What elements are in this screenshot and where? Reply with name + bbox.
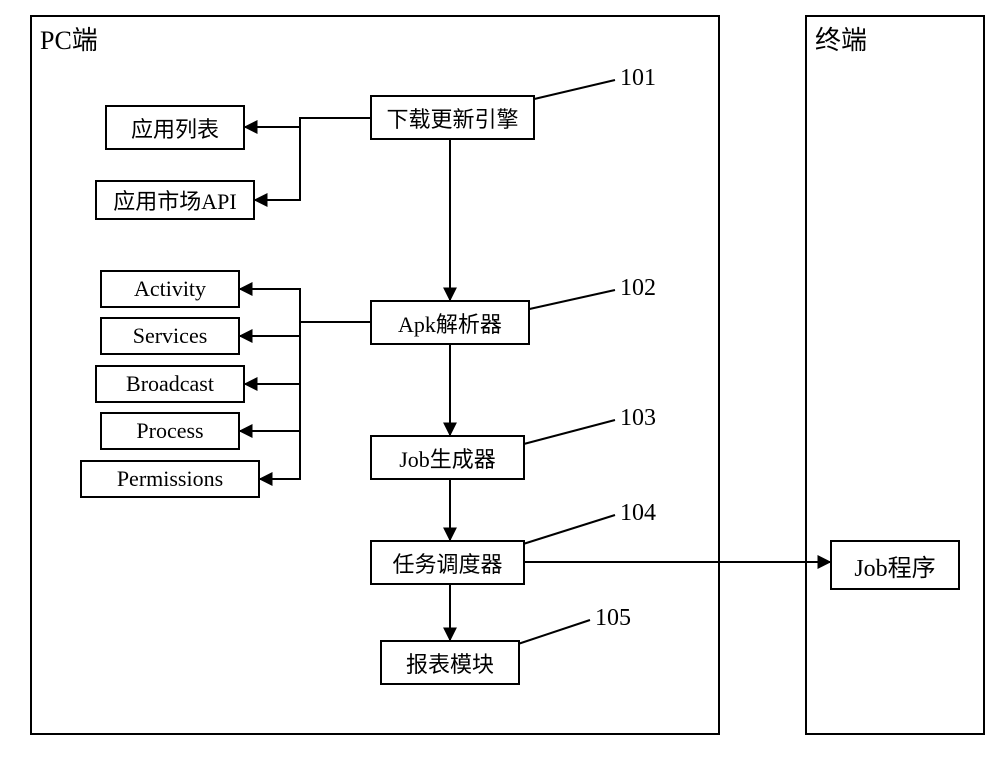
node-app-list: 应用列表	[105, 105, 245, 150]
node-market-api: 应用市场API	[95, 180, 255, 220]
node-apk-parser: Apk解析器	[370, 300, 530, 345]
diagram-canvas: PC端 终端 下载更新引擎 应用列表 应用市场API Apk解析器 Activi…	[0, 0, 1000, 759]
node-task-scheduler: 任务调度器	[370, 540, 525, 585]
terminal-container-label: 终端	[815, 20, 867, 57]
pc-container-label: PC端	[40, 20, 98, 57]
annotation-104: 104	[620, 500, 656, 527]
node-services: Services	[100, 317, 240, 355]
annotation-101: 101	[620, 65, 656, 92]
node-report-module: 报表模块	[380, 640, 520, 685]
annotation-105: 105	[595, 605, 631, 632]
node-job-generator: Job生成器	[370, 435, 525, 480]
node-process: Process	[100, 412, 240, 450]
terminal-container	[805, 15, 985, 735]
node-job-program: Job程序	[830, 540, 960, 590]
node-activity: Activity	[100, 270, 240, 308]
node-download-engine: 下载更新引擎	[370, 95, 535, 140]
annotation-102: 102	[620, 275, 656, 302]
node-broadcast: Broadcast	[95, 365, 245, 403]
annotation-103: 103	[620, 405, 656, 432]
node-permissions: Permissions	[80, 460, 260, 498]
